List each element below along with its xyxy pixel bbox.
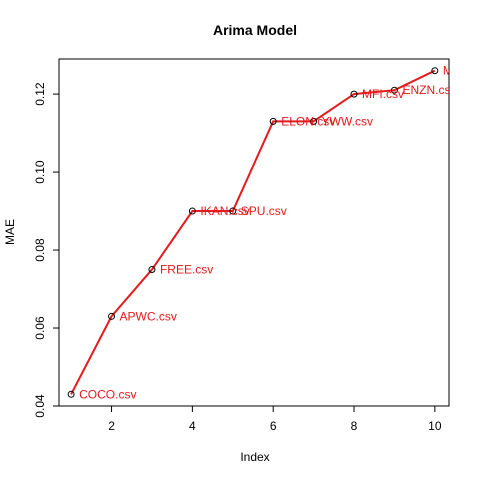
y-tick-label: 0.08 [33, 238, 47, 262]
data-label: APWC.csv [120, 309, 177, 323]
data-label: ELON.csv [281, 114, 335, 128]
data-label: FREE.csv [160, 263, 213, 277]
x-axis-label: Index [240, 450, 269, 464]
data-point [350, 90, 358, 98]
data-label: COCO.csv [79, 387, 136, 401]
chart-title: Arima Model [213, 22, 297, 38]
x-tick-label: 10 [428, 419, 442, 433]
data-label: SPU.csv [241, 204, 287, 218]
plot-frame [58, 58, 450, 407]
data-label: MFI.csv [362, 87, 404, 101]
data-point [390, 86, 398, 94]
x-tick-label: 2 [108, 419, 115, 433]
y-tick-label: 0.04 [33, 394, 47, 418]
data-point [269, 117, 277, 125]
data-point [229, 207, 237, 215]
series-line [70, 69, 436, 395]
data-label: M [443, 64, 453, 78]
x-tick-label: 8 [351, 419, 358, 433]
y-tick-label: 0.10 [33, 160, 47, 184]
data-point [188, 207, 196, 215]
data-point [431, 67, 439, 75]
data-point [148, 266, 156, 274]
data-point [67, 390, 75, 398]
plot-area: 2 4 6 8 10 0.04 0.06 0.08 0.10 0.12 COCO.csv APWC.c… [33, 58, 456, 433]
data-label: YWW.csv [322, 114, 373, 128]
data-point [310, 117, 318, 125]
data-label: IKAN.csv [200, 204, 249, 218]
data-point [108, 312, 116, 320]
y-tick-label: 0.12 [33, 82, 47, 106]
y-axis-label: MAE [3, 219, 17, 245]
y-tick-label: 0.06 [33, 316, 47, 340]
data-label: ENZN.csv [402, 83, 456, 97]
x-tick-label: 4 [189, 419, 196, 433]
x-tick-label: 6 [270, 419, 277, 433]
